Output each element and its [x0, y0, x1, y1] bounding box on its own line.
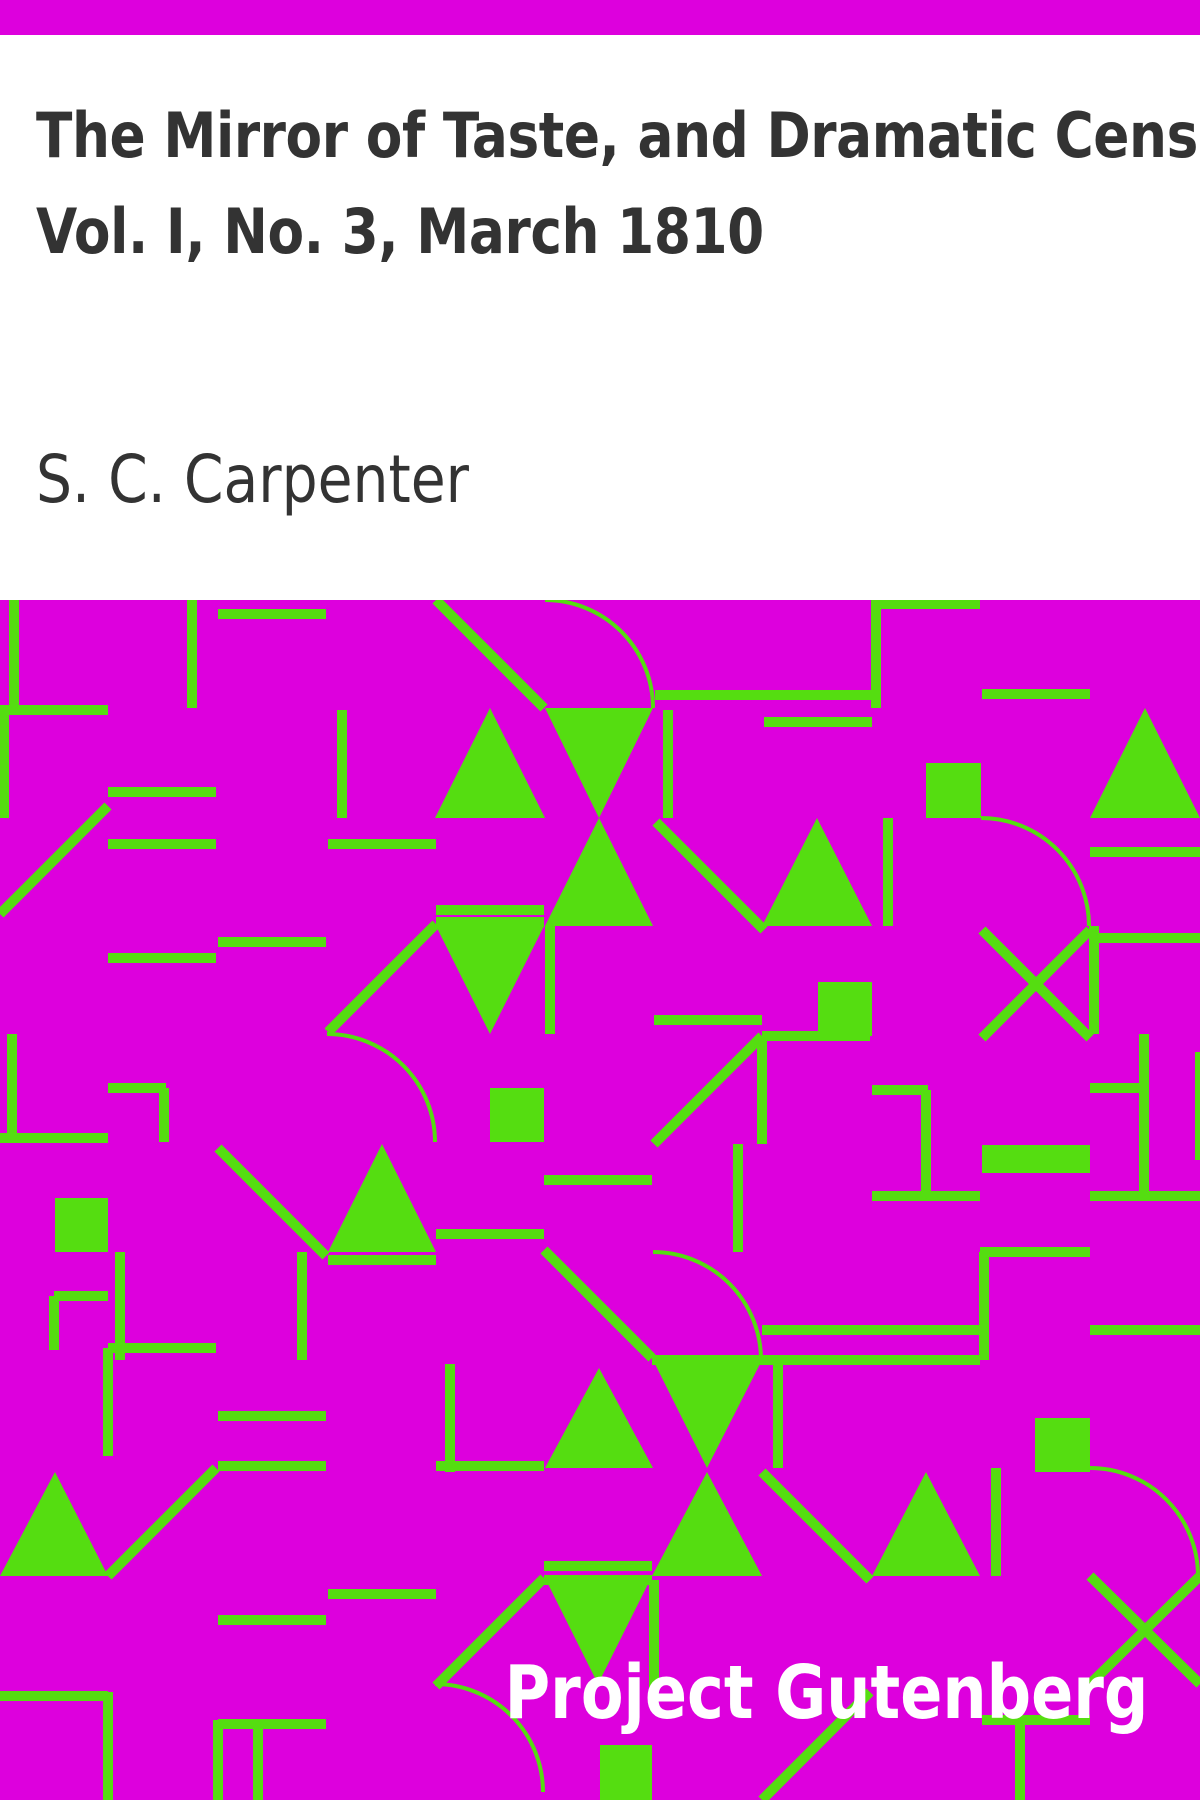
book-author: S. C. Carpenter: [36, 440, 469, 520]
cover-pattern-art: [0, 600, 1200, 1800]
book-title: The Mirror of Taste, and Dramatic Censor…: [36, 88, 1008, 280]
cover-pattern: [0, 600, 1200, 1800]
top-color-bar: [0, 0, 1200, 35]
publisher-label: Project Gutenberg: [504, 1648, 1148, 1738]
book-title-line-1: The Mirror of Taste, and Dramatic Censor…: [36, 88, 1008, 184]
book-title-line-2: Vol. I, No. 3, March 1810: [36, 184, 1008, 280]
